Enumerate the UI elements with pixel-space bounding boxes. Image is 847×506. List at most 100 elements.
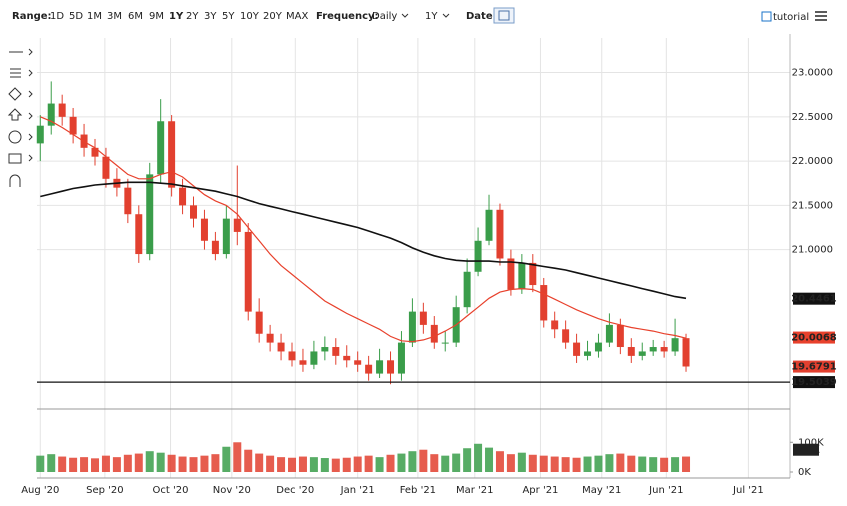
tool-shape[interactable] <box>8 87 33 101</box>
volume-bar <box>331 458 340 472</box>
range-button[interactable]: 1M <box>87 11 102 22</box>
volume-bar <box>506 454 515 472</box>
range-button[interactable]: 10Y <box>240 11 260 22</box>
tutorial-link[interactable]: tutorial <box>773 12 809 23</box>
x-tick-label: Apr '21 <box>522 485 558 496</box>
price-tag <box>793 292 835 305</box>
candle-body <box>146 174 154 255</box>
price-tag-label: 19.5039 <box>791 377 837 388</box>
candle-body <box>507 258 515 290</box>
candle-body <box>408 311 416 343</box>
volume-bar <box>222 446 231 472</box>
y-tick-label: 22.5000 <box>792 112 833 123</box>
tool-line[interactable] <box>9 48 33 56</box>
range-button[interactable]: 2Y <box>186 11 199 22</box>
candle-body <box>135 214 143 255</box>
candle-body <box>496 209 504 259</box>
price-tag-label: 20.0068 <box>791 333 837 344</box>
volume-bar <box>430 454 439 472</box>
range-button[interactable]: 5D <box>69 11 83 22</box>
volume-bar <box>517 452 526 472</box>
y-tick-label: 21.0000 <box>792 245 833 256</box>
volume-tick-label: 100K <box>798 437 824 448</box>
volume-bar <box>298 456 307 472</box>
range-button[interactable]: 1Y <box>169 11 184 22</box>
frequency-select[interactable]: Daily <box>372 11 397 22</box>
moving-average-line <box>40 181 687 300</box>
candle-body <box>255 311 263 334</box>
range-button[interactable]: MAX <box>286 11 308 22</box>
candle-body <box>102 156 110 179</box>
tool-settings[interactable] <box>8 153 33 164</box>
candle-body <box>540 285 548 321</box>
volume-tag <box>793 443 819 456</box>
range-button[interactable]: 3Y <box>204 11 217 22</box>
range-button[interactable]: 20Y <box>263 11 283 22</box>
volume-bar <box>233 442 242 472</box>
y-tick-label: 23.0000 <box>792 68 833 79</box>
range-button[interactable]: 3M <box>107 11 122 22</box>
left-tools <box>7 48 33 187</box>
volume-bar <box>342 457 351 472</box>
volume-bar <box>353 456 362 472</box>
range-button[interactable]: 9M <box>149 11 164 22</box>
volume-bar <box>649 457 658 472</box>
candle-body <box>562 329 570 343</box>
range-button[interactable]: 6M <box>128 11 143 22</box>
volume-bar <box>309 457 318 472</box>
volume-bar <box>474 443 483 472</box>
volume-bar <box>255 453 264 472</box>
volume-bar <box>660 457 669 472</box>
volume-tick-label: 0K <box>798 467 811 478</box>
tool-magnet[interactable] <box>9 174 21 187</box>
candle-body <box>200 218 208 241</box>
volume-bar <box>495 451 504 472</box>
moving-average-line <box>40 116 687 343</box>
candle-body <box>244 231 252 312</box>
candle-body <box>649 347 657 352</box>
range-button[interactable]: 1D <box>50 11 64 22</box>
volume-bar <box>178 456 187 472</box>
candle-body <box>343 355 351 361</box>
candle-body <box>190 205 198 219</box>
candle-body <box>222 218 230 255</box>
candle-body <box>266 333 274 343</box>
x-tick-label: Jan '21 <box>340 485 375 496</box>
date-label: Date: <box>466 11 497 22</box>
period-select[interactable]: 1Y <box>425 11 438 22</box>
tool-fib[interactable] <box>10 68 33 78</box>
candle-body <box>638 351 646 356</box>
volume-bar <box>386 454 395 472</box>
candle-body <box>47 103 55 126</box>
volume-bar <box>594 455 603 472</box>
tutorial-icon <box>761 11 772 22</box>
candle-body <box>179 187 187 206</box>
x-tick-label: Nov '20 <box>213 485 251 496</box>
x-tick-label: Feb '21 <box>400 485 436 496</box>
calendar-button[interactable] <box>493 7 515 24</box>
candle-body <box>616 324 624 348</box>
candle-body <box>463 271 471 308</box>
range-button[interactable]: 5Y <box>222 11 235 22</box>
x-tick-label: Oct '20 <box>153 485 189 496</box>
calendar-icon <box>498 10 510 21</box>
volume-bar <box>80 457 89 472</box>
x-tick-label: May '21 <box>582 485 621 496</box>
volume-bar <box>638 456 647 472</box>
candle-body <box>474 240 482 272</box>
tool-arrow[interactable] <box>7 108 33 121</box>
price-tag-label: 20.4461 <box>791 294 837 305</box>
price-tag-label: 19.6791 <box>791 362 837 373</box>
volume-bar <box>441 455 450 472</box>
price-tag <box>793 331 835 344</box>
volume-bar <box>211 454 220 472</box>
tool-note[interactable] <box>8 130 33 144</box>
volume-bar <box>682 456 691 472</box>
x-tick-label: Sep '20 <box>86 485 124 496</box>
candle-body <box>671 338 679 352</box>
volume-bar <box>36 455 45 472</box>
volume-bar <box>605 454 614 472</box>
volume-bar <box>69 457 78 472</box>
volume-bar <box>550 456 559 472</box>
candle-body <box>36 125 44 144</box>
